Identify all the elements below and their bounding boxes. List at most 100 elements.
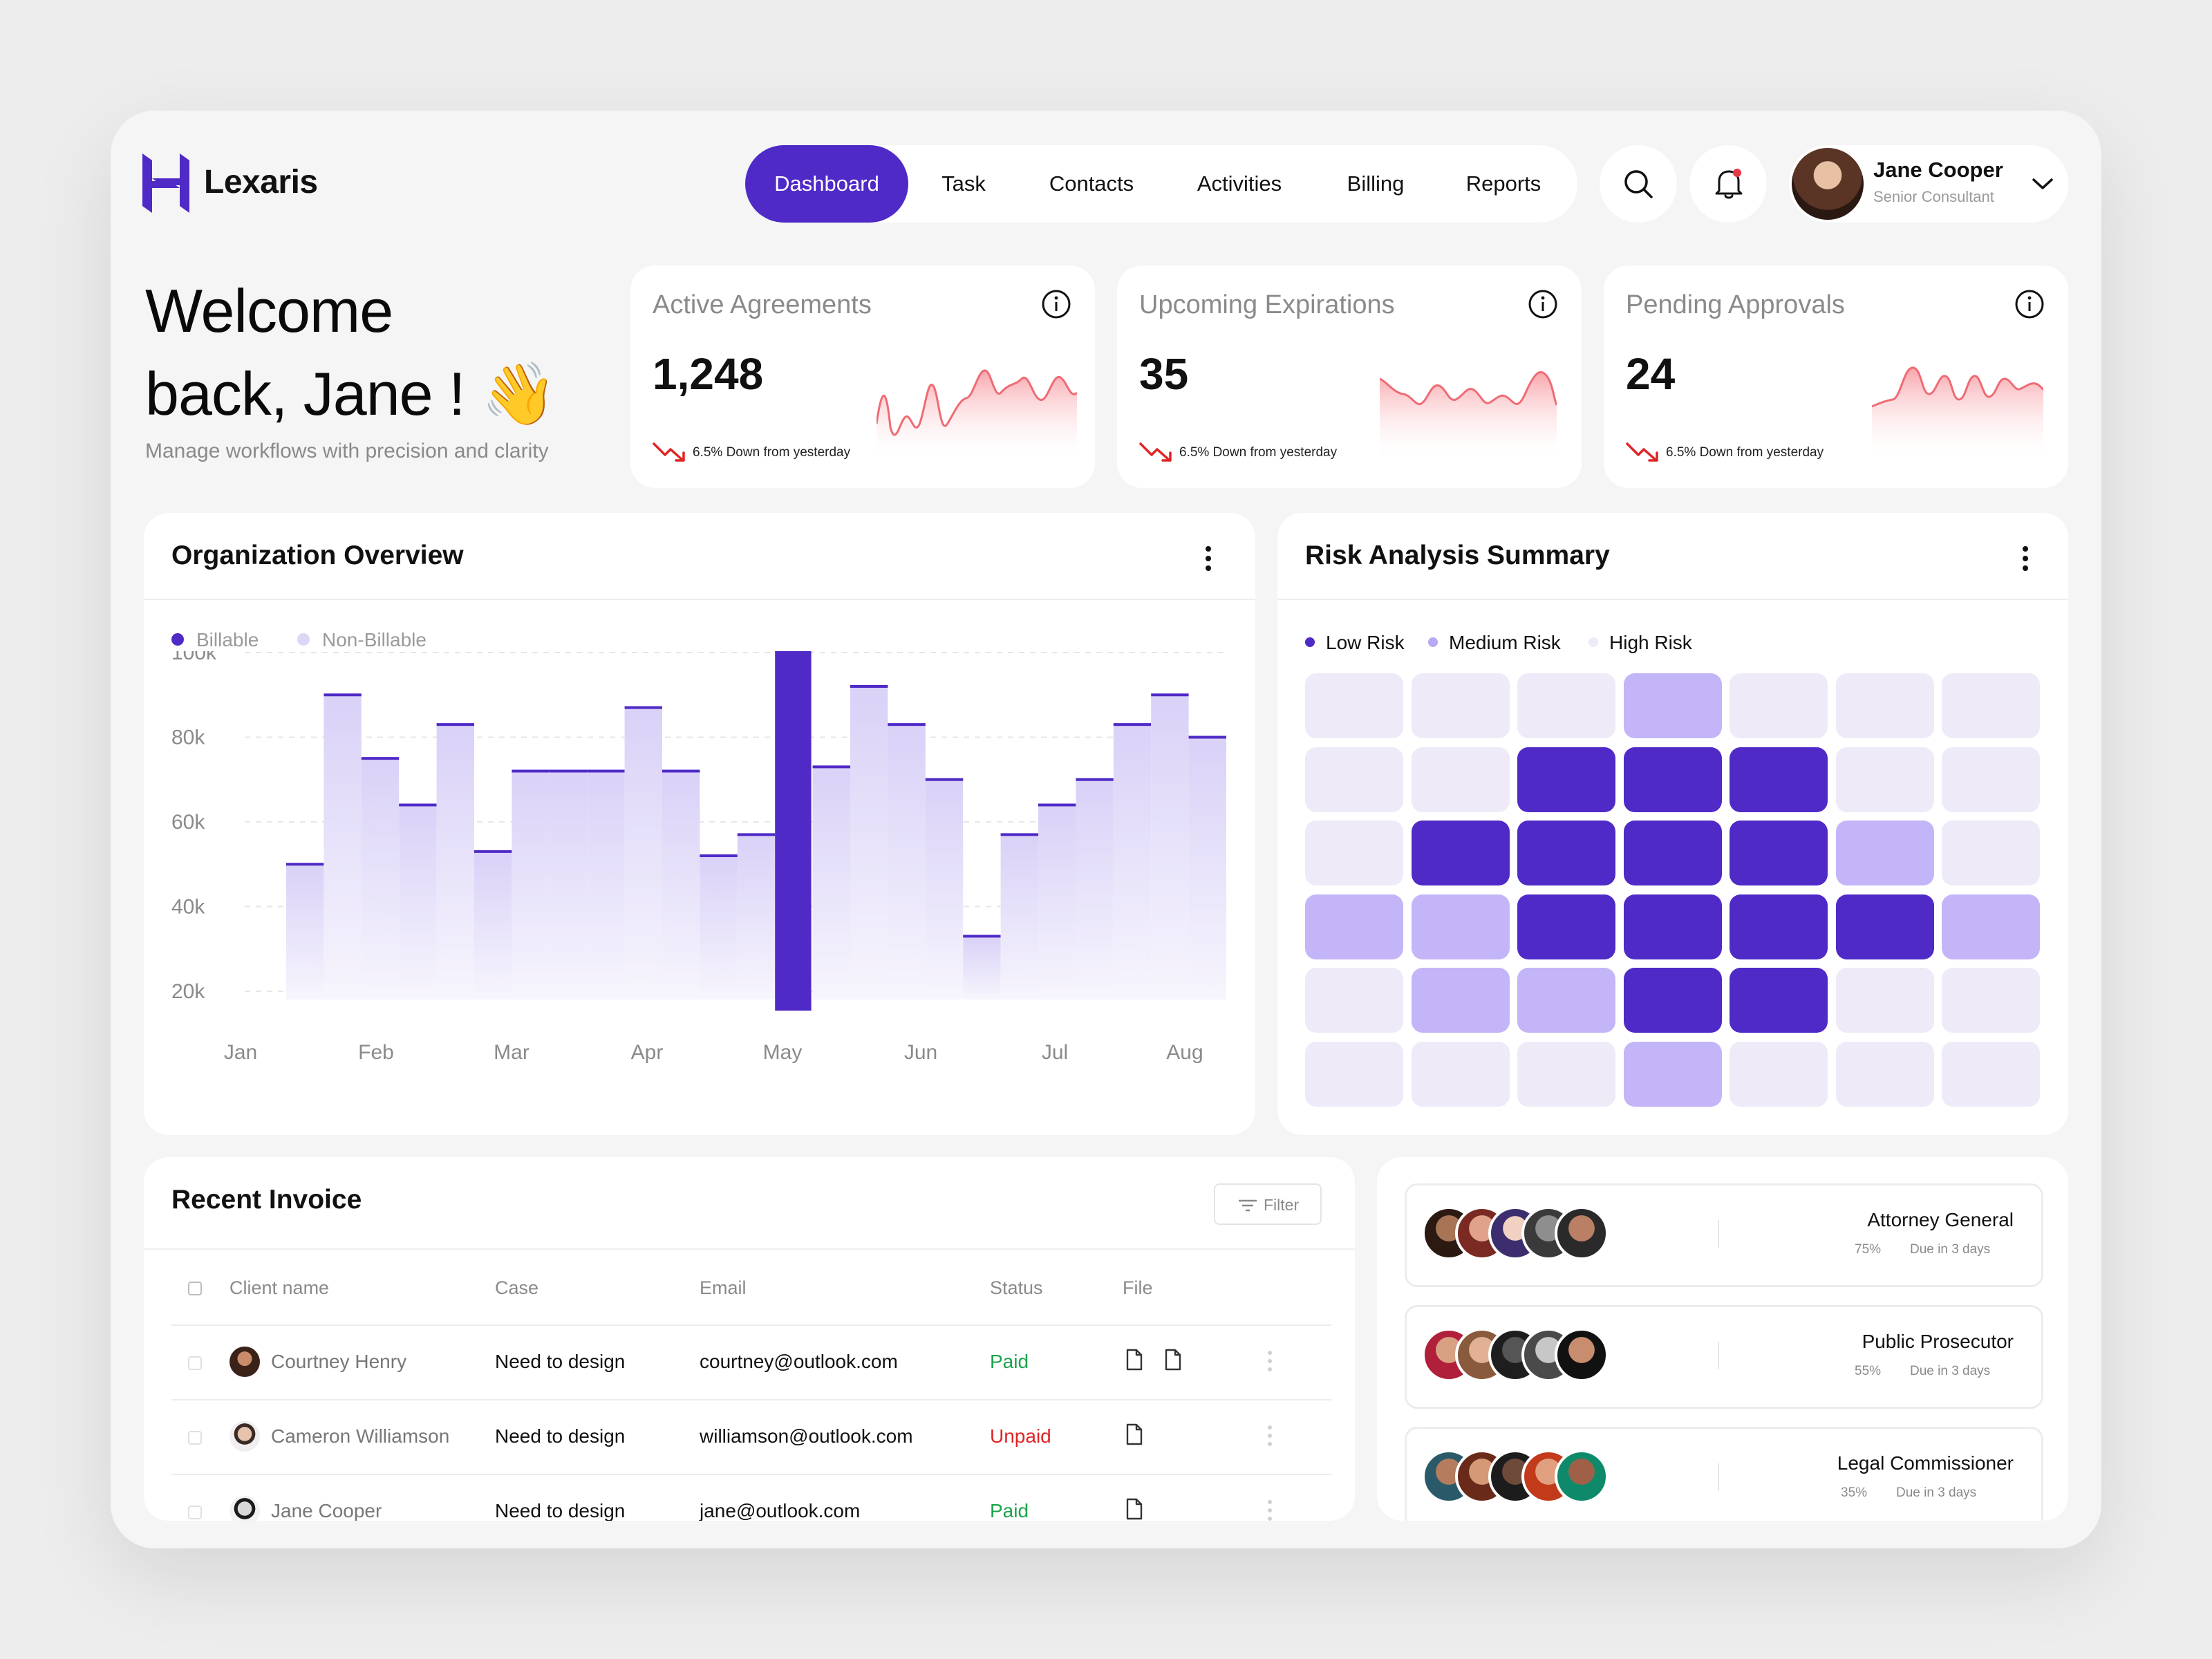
bar[interactable] <box>888 724 926 1000</box>
bar[interactable] <box>1038 805 1076 1000</box>
file-icon[interactable] <box>1125 1348 1143 1371</box>
row-more-icon[interactable] <box>1268 1425 1272 1450</box>
heatmap-cell[interactable] <box>1835 821 1934 885</box>
more-options-icon[interactable] <box>2023 546 2028 571</box>
bar[interactable] <box>286 864 324 1000</box>
nav-contacts[interactable]: Contacts <box>1049 171 1134 196</box>
table-row[interactable]: Courtney Henry Need to design courtney@o… <box>144 1326 1355 1399</box>
row-more-icon[interactable] <box>1268 1351 1272 1376</box>
heatmap-cell[interactable] <box>1623 968 1722 1033</box>
heatmap-cell[interactable] <box>1305 821 1403 885</box>
heatmap-cell[interactable] <box>1517 673 1615 738</box>
heatmap-cell[interactable] <box>1942 894 2040 959</box>
bar[interactable] <box>662 771 700 1000</box>
table-row[interactable]: Jane Cooper Need to design jane@outlook.… <box>144 1475 1355 1521</box>
bar[interactable] <box>436 724 474 1000</box>
row-checkbox[interactable] <box>188 1356 202 1370</box>
bar[interactable] <box>361 758 400 1000</box>
bar[interactable] <box>925 779 964 1000</box>
row-checkbox[interactable] <box>188 1506 202 1519</box>
heatmap-cell[interactable] <box>1411 968 1510 1033</box>
column-email[interactable]: Email <box>700 1277 747 1298</box>
search-button[interactable] <box>1600 145 1677 223</box>
heatmap-cell[interactable] <box>1517 1041 1615 1107</box>
heatmap-cell[interactable] <box>1835 894 1934 959</box>
bar[interactable] <box>700 856 738 1000</box>
bar[interactable] <box>549 771 588 1000</box>
heatmap-cell[interactable] <box>1942 968 2040 1033</box>
filter-button[interactable]: Filter <box>1214 1183 1322 1225</box>
heatmap-cell[interactable] <box>1835 673 1934 738</box>
heatmap-cell[interactable] <box>1411 1041 1510 1107</box>
bar[interactable] <box>737 834 776 1000</box>
column-case[interactable]: Case <box>495 1277 539 1298</box>
heatmap-cell[interactable] <box>1730 1041 1828 1107</box>
column-client-name[interactable]: Client name <box>229 1277 330 1298</box>
assignment-public-prosecutor[interactable]: Public Prosecutor 55% Due in 3 days <box>1405 1305 2043 1409</box>
user-profile-menu[interactable]: Jane Cooper Senior Consultant <box>1789 145 2068 223</box>
heatmap-cell[interactable] <box>1835 968 1934 1033</box>
heatmap-cell[interactable] <box>1517 747 1615 812</box>
heatmap-cell[interactable] <box>1623 747 1722 812</box>
heatmap-cell[interactable] <box>1305 968 1403 1033</box>
heatmap-cell[interactable] <box>1305 1041 1403 1107</box>
heatmap-cell[interactable] <box>1730 968 1828 1033</box>
bar[interactable] <box>963 936 1001 1000</box>
heatmap-cell[interactable] <box>1623 894 1722 959</box>
heatmap-cell[interactable] <box>1517 968 1615 1033</box>
bar[interactable] <box>399 805 437 1000</box>
info-icon[interactable] <box>1528 289 1558 319</box>
heatmap-cell[interactable] <box>1411 747 1510 812</box>
select-all-checkbox[interactable] <box>188 1282 202 1295</box>
more-options-icon[interactable] <box>1206 546 1211 571</box>
nav-dashboard[interactable]: Dashboard <box>745 145 908 223</box>
assignment-legal-commissioner[interactable]: Legal Commissioner 35% Due in 3 days <box>1405 1427 2043 1521</box>
heatmap-cell[interactable] <box>1942 1041 2040 1107</box>
bar[interactable] <box>1113 724 1152 1000</box>
bar[interactable] <box>587 771 625 1000</box>
bar[interactable] <box>324 695 362 1000</box>
file-icon[interactable] <box>1125 1423 1143 1446</box>
nav-task[interactable]: Task <box>941 171 986 196</box>
bar[interactable] <box>1151 695 1189 1000</box>
notifications-button[interactable] <box>1689 145 1767 223</box>
nav-activities[interactable]: Activities <box>1197 171 1282 196</box>
bar[interactable] <box>850 686 888 1000</box>
bar[interactable] <box>1188 737 1226 1000</box>
bar[interactable] <box>474 851 512 1000</box>
bar[interactable] <box>1076 779 1114 1000</box>
heatmap-cell[interactable] <box>1730 894 1828 959</box>
bar[interactable] <box>812 767 850 1000</box>
row-more-icon[interactable] <box>1268 1500 1272 1521</box>
nav-reports[interactable]: Reports <box>1465 171 1541 196</box>
heatmap-cell[interactable] <box>1835 747 1934 812</box>
heatmap-cell[interactable] <box>1305 673 1403 738</box>
heatmap-cell[interactable] <box>1730 821 1828 885</box>
heatmap-cell[interactable] <box>1835 1041 1934 1107</box>
heatmap-cell[interactable] <box>1517 894 1615 959</box>
heatmap-cell[interactable] <box>1730 673 1828 738</box>
column-file[interactable]: File <box>1123 1277 1153 1298</box>
bar-highlighted[interactable] <box>775 651 812 1011</box>
nav-billing[interactable]: Billing <box>1347 171 1405 196</box>
heatmap-cell[interactable] <box>1623 1041 1722 1107</box>
heatmap-cell[interactable] <box>1517 821 1615 885</box>
heatmap-cell[interactable] <box>1942 747 2040 812</box>
heatmap-cell[interactable] <box>1623 673 1722 738</box>
assignment-attorney-general[interactable]: Attorney General 75% Due in 3 days <box>1405 1183 2043 1287</box>
table-row[interactable]: Cameron Williamson Need to design willia… <box>144 1400 1355 1474</box>
info-icon[interactable] <box>1041 289 1071 319</box>
file-icon[interactable] <box>1164 1348 1182 1371</box>
heatmap-cell[interactable] <box>1411 821 1510 885</box>
heatmap-cell[interactable] <box>1305 747 1403 812</box>
bar[interactable] <box>1000 834 1038 1000</box>
column-status[interactable]: Status <box>990 1277 1043 1298</box>
heatmap-cell[interactable] <box>1411 894 1510 959</box>
heatmap-cell[interactable] <box>1623 821 1722 885</box>
heatmap-cell[interactable] <box>1942 821 2040 885</box>
heatmap-cell[interactable] <box>1730 747 1828 812</box>
file-icon[interactable] <box>1125 1497 1143 1521</box>
bar[interactable] <box>624 707 662 1000</box>
info-icon[interactable] <box>2014 289 2045 319</box>
bar[interactable] <box>512 771 550 1000</box>
